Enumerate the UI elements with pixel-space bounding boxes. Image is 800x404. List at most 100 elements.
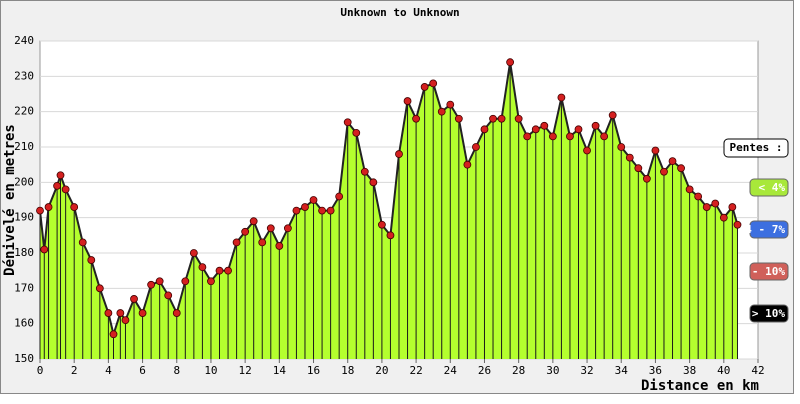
legend-label: > 10% [752,307,785,320]
x-tick-label: 12 [239,364,252,377]
y-tick-label: 210 [14,140,34,153]
y-tick-label: 150 [14,352,34,365]
elevation-point [215,266,224,275]
elevation-point [642,174,651,183]
y-tick-label: 160 [14,317,34,330]
x-tick-label: 14 [273,364,287,377]
chart-title: Unknown to Unknown [340,6,459,19]
elevation-point [172,309,181,317]
elevation-point [232,238,241,247]
elevation-point [608,111,617,120]
elevation-point [463,160,472,169]
elevation-point [44,203,53,211]
x-tick-label: 30 [546,364,559,377]
elevation-point [685,185,694,194]
elevation-point [61,185,70,194]
elevation-point [36,206,44,215]
elevation-point [352,128,361,137]
elevation-point [566,132,574,141]
y-axis-label: Dénivelé en metres [2,124,18,276]
elevation-point [702,203,711,211]
elevation-point [733,220,742,229]
elevation-point [155,277,164,286]
elevation-point [130,295,138,303]
elevation-point [343,118,352,127]
x-tick-label: 24 [444,364,458,377]
elevation-point [600,132,609,141]
elevation-point [446,100,455,109]
x-tick-label: 2 [71,364,78,377]
elevation-point [506,58,515,67]
legend-swatch [749,220,789,239]
elevation-point [694,192,703,201]
elevation-point [378,220,386,229]
elevation-point [574,125,583,134]
x-tick-label: 16 [307,364,320,377]
elevation-point [437,107,446,116]
elevation-point [540,121,549,130]
x-tick-label: 6 [139,364,146,377]
elevation-point [386,231,395,240]
elevation-point [583,146,591,155]
elevation-point [412,114,420,123]
legend-swatch [749,262,789,281]
elevation-point [189,249,198,257]
elevation-point [95,284,104,293]
x-tick-label: 0 [37,364,44,377]
x-tick-label: 28 [512,364,525,377]
elevation-point [121,316,130,325]
elevation-point [198,263,207,272]
elevation-point [138,309,147,317]
elevation-point [181,277,190,286]
x-tick-label: 8 [173,364,180,377]
elevation-point [258,238,267,247]
legend-label: < 4% [759,181,786,194]
elevation-point [497,114,506,123]
elevation-point [523,132,532,141]
elevation-point [275,242,284,250]
elevation-area [40,62,738,359]
y-tick-label: 240 [14,34,34,47]
y-tick-label: 180 [14,246,34,259]
elevation-point [728,203,737,211]
elevation-point [116,309,125,317]
x-tick-label: 32 [580,364,593,377]
elevation-point [454,114,463,123]
elevation-point [326,206,335,215]
elevation-point [40,245,49,254]
elevation-point [56,171,65,180]
legend-swatch [749,304,789,323]
elevation-point [531,125,540,134]
elevation-point [548,132,557,141]
x-tick-label: 34 [615,364,629,377]
x-tick-label: 26 [478,364,491,377]
elevation-point [711,199,720,208]
elevation-point [292,206,301,215]
x-tick-label: 10 [204,364,217,377]
elevation-point [719,213,728,222]
x-tick-label: 40 [717,364,730,377]
elevation-point [78,238,87,247]
elevation-point [634,164,643,173]
elevation-point [677,164,685,173]
x-tick-label: 22 [409,364,422,377]
elevation-point [668,157,677,166]
elevation-point [309,196,318,204]
x-tick-label: 20 [375,364,388,377]
elevation-point [53,181,61,190]
elevation-point [617,143,626,151]
y-tick-label: 200 [14,175,34,188]
elevation-point [249,217,258,226]
elevation-point [224,266,232,275]
elevation-point [514,114,523,123]
elevation-point [207,277,215,286]
x-axis-label: Distance en km [641,378,759,394]
elevation-point [109,330,118,339]
x-tick-label: 38 [683,364,696,377]
elevation-point [625,153,634,162]
elevation-point [147,280,156,289]
elevation-point [104,309,113,317]
legend-title-box [723,138,789,158]
legend-label: 4 - 7% [745,223,785,236]
